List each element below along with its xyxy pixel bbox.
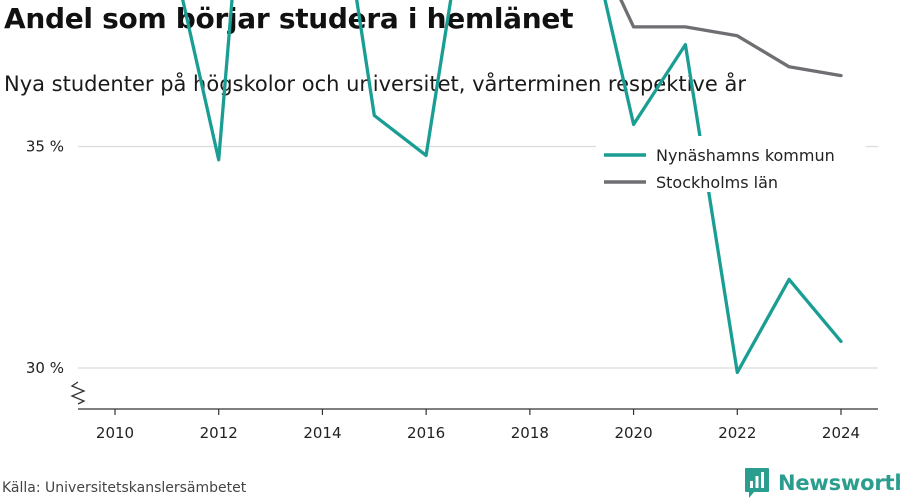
x-tick-label: 2010 bbox=[96, 424, 134, 442]
x-tick-label: 2012 bbox=[200, 424, 238, 442]
x-tick-label: 2018 bbox=[511, 424, 549, 442]
x-tick-label: 2022 bbox=[718, 424, 756, 442]
legend: Nynäshamns kommun Stockholms län bbox=[596, 136, 866, 192]
series-line-0 bbox=[181, 0, 843, 375]
source-note: Källa: Universitetskanslersämbetet bbox=[2, 480, 247, 496]
legend-label-0: Nynäshamns kommun bbox=[656, 146, 835, 165]
y-axis-break-icon bbox=[70, 381, 86, 405]
x-axis: 2010 2012 2014 2016 2018 2020 2022 2024 bbox=[78, 408, 878, 442]
y-tick-label: 35 % bbox=[26, 138, 64, 156]
chart-title: Andel som börjar studera i hemlänet bbox=[4, 2, 574, 35]
x-tick-label: 2014 bbox=[303, 424, 341, 442]
series-line-1 bbox=[619, 0, 843, 78]
newsworthy-logo-icon bbox=[745, 468, 769, 498]
legend-label-1: Stockholms län bbox=[656, 173, 778, 192]
series-lines bbox=[181, 0, 843, 375]
brand-logo: Newsworthy bbox=[744, 467, 900, 499]
x-tick-label: 2024 bbox=[822, 424, 860, 442]
brand-name: Newsworthy bbox=[778, 471, 900, 495]
y-tick-label: 30 % bbox=[26, 359, 64, 377]
x-tick-label: 2016 bbox=[407, 424, 445, 442]
x-tick-label: 2020 bbox=[614, 424, 652, 442]
y-axis: 30 %35 %40 %45 %50 %55 % bbox=[26, 138, 86, 405]
